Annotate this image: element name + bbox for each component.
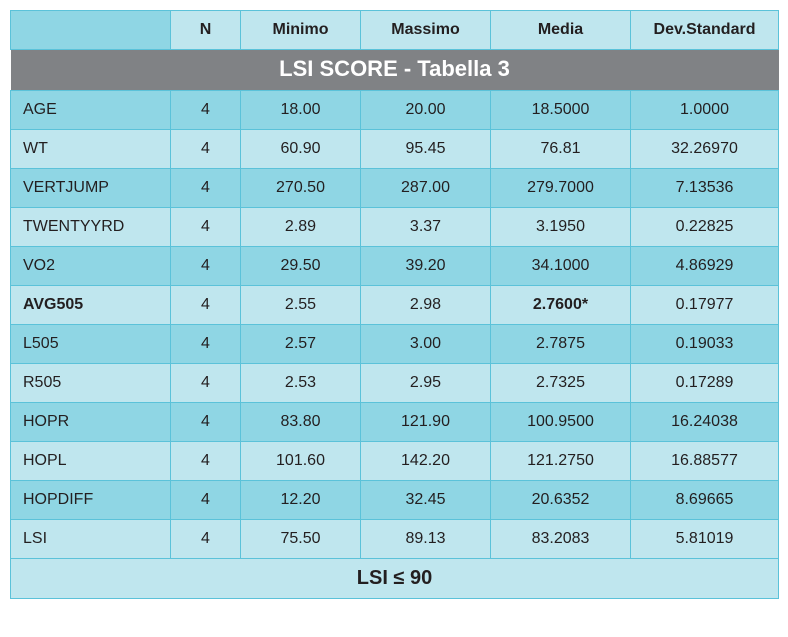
col-header-label bbox=[11, 11, 171, 50]
cell-max: 2.98 bbox=[361, 286, 491, 325]
cell-media: 2.7875 bbox=[491, 325, 631, 364]
cell-media: 100.9500 bbox=[491, 403, 631, 442]
cell-n: 4 bbox=[171, 130, 241, 169]
cell-media: 34.1000 bbox=[491, 247, 631, 286]
cell-label: AGE bbox=[11, 91, 171, 130]
cell-min: 75.50 bbox=[241, 520, 361, 559]
cell-media: 18.5000 bbox=[491, 91, 631, 130]
col-header-n: N bbox=[171, 11, 241, 50]
cell-min: 101.60 bbox=[241, 442, 361, 481]
table-row: HOPDIFF412.2032.4520.63528.69665 bbox=[11, 481, 779, 520]
cell-label: HOPDIFF bbox=[11, 481, 171, 520]
cell-label: L505 bbox=[11, 325, 171, 364]
cell-label: R505 bbox=[11, 364, 171, 403]
cell-media: 83.2083 bbox=[491, 520, 631, 559]
table-row: TWENTYYRD42.893.373.19500.22825 bbox=[11, 208, 779, 247]
cell-min: 83.80 bbox=[241, 403, 361, 442]
cell-media: 76.81 bbox=[491, 130, 631, 169]
col-header-dev: Dev.Standard bbox=[631, 11, 779, 50]
section-label: LSI ≤ 90 bbox=[11, 559, 779, 599]
cell-n: 4 bbox=[171, 481, 241, 520]
col-header-max: Massimo bbox=[361, 11, 491, 50]
cell-dev: 0.17289 bbox=[631, 364, 779, 403]
cell-dev: 0.19033 bbox=[631, 325, 779, 364]
table-row: LSI475.5089.1383.20835.81019 bbox=[11, 520, 779, 559]
cell-label: VERTJUMP bbox=[11, 169, 171, 208]
cell-dev: 1.0000 bbox=[631, 91, 779, 130]
table-row: L50542.573.002.78750.19033 bbox=[11, 325, 779, 364]
cell-n: 4 bbox=[171, 520, 241, 559]
cell-min: 12.20 bbox=[241, 481, 361, 520]
cell-dev: 8.69665 bbox=[631, 481, 779, 520]
col-header-media: Media bbox=[491, 11, 631, 50]
cell-n: 4 bbox=[171, 325, 241, 364]
section-row: LSI ≤ 90 bbox=[11, 559, 779, 599]
cell-dev: 16.88577 bbox=[631, 442, 779, 481]
cell-dev: 16.24038 bbox=[631, 403, 779, 442]
table-body: LSI ≤ 90 bbox=[11, 559, 779, 599]
cell-label: VO2 bbox=[11, 247, 171, 286]
cell-n: 4 bbox=[171, 364, 241, 403]
cell-min: 29.50 bbox=[241, 247, 361, 286]
cell-max: 20.00 bbox=[361, 91, 491, 130]
cell-min: 2.89 bbox=[241, 208, 361, 247]
cell-dev: 5.81019 bbox=[631, 520, 779, 559]
cell-max: 89.13 bbox=[361, 520, 491, 559]
cell-label: HOPL bbox=[11, 442, 171, 481]
cell-media: 121.2750 bbox=[491, 442, 631, 481]
cell-media: 20.6352 bbox=[491, 481, 631, 520]
cell-n: 4 bbox=[171, 208, 241, 247]
cell-media: 3.1950 bbox=[491, 208, 631, 247]
cell-label: AVG505 bbox=[11, 286, 171, 325]
cell-dev: 4.86929 bbox=[631, 247, 779, 286]
cell-n: 4 bbox=[171, 169, 241, 208]
cell-n: 4 bbox=[171, 247, 241, 286]
cell-max: 95.45 bbox=[361, 130, 491, 169]
cell-max: 287.00 bbox=[361, 169, 491, 208]
table-title-row: LSI SCORE - Tabella 3 bbox=[11, 50, 779, 91]
cell-dev: 0.17977 bbox=[631, 286, 779, 325]
cell-min: 270.50 bbox=[241, 169, 361, 208]
cell-max: 3.37 bbox=[361, 208, 491, 247]
cell-label: TWENTYYRD bbox=[11, 208, 171, 247]
cell-max: 3.00 bbox=[361, 325, 491, 364]
lsi-table: LSI SCORE - Tabella 3 AGE418.0020.0018.5… bbox=[10, 10, 779, 599]
table-row: HOPL4101.60142.20121.275016.88577 bbox=[11, 442, 779, 481]
header-row: N Minimo Massimo Media Dev.Standard bbox=[11, 11, 779, 50]
table-row: VO2429.5039.2034.10004.86929 bbox=[11, 247, 779, 286]
cell-media: 2.7600* bbox=[491, 286, 631, 325]
cell-max: 2.95 bbox=[361, 364, 491, 403]
table-row: R50542.532.952.73250.17289 bbox=[11, 364, 779, 403]
table-title: LSI SCORE - Tabella 3 bbox=[11, 50, 779, 91]
cell-n: 4 bbox=[171, 403, 241, 442]
cell-dev: 32.26970 bbox=[631, 130, 779, 169]
cell-max: 142.20 bbox=[361, 442, 491, 481]
cell-dev: 0.22825 bbox=[631, 208, 779, 247]
cell-media: 279.7000 bbox=[491, 169, 631, 208]
cell-media: 2.7325 bbox=[491, 364, 631, 403]
table-row: VERTJUMP4270.50287.00279.70007.13536 bbox=[11, 169, 779, 208]
cell-n: 4 bbox=[171, 442, 241, 481]
cell-label: HOPR bbox=[11, 403, 171, 442]
cell-max: 121.90 bbox=[361, 403, 491, 442]
cell-max: 39.20 bbox=[361, 247, 491, 286]
cell-min: 18.00 bbox=[241, 91, 361, 130]
table-row: HOPR483.80121.90100.950016.24038 bbox=[11, 403, 779, 442]
cell-dev: 7.13536 bbox=[631, 169, 779, 208]
col-header-min: Minimo bbox=[241, 11, 361, 50]
cell-label: LSI bbox=[11, 520, 171, 559]
cell-max: 32.45 bbox=[361, 481, 491, 520]
cell-min: 2.57 bbox=[241, 325, 361, 364]
cell-n: 4 bbox=[171, 286, 241, 325]
table-container: LSI SCORE - Tabella 3 AGE418.0020.0018.5… bbox=[10, 10, 778, 599]
cell-min: 2.53 bbox=[241, 364, 361, 403]
cell-min: 60.90 bbox=[241, 130, 361, 169]
cell-n: 4 bbox=[171, 91, 241, 130]
table-row: AVG50542.552.982.7600*0.17977 bbox=[11, 286, 779, 325]
table-row: AGE418.0020.0018.50001.0000 bbox=[11, 91, 779, 130]
table-row: WT460.9095.4576.8132.26970 bbox=[11, 130, 779, 169]
cell-label: WT bbox=[11, 130, 171, 169]
cell-min: 2.55 bbox=[241, 286, 361, 325]
